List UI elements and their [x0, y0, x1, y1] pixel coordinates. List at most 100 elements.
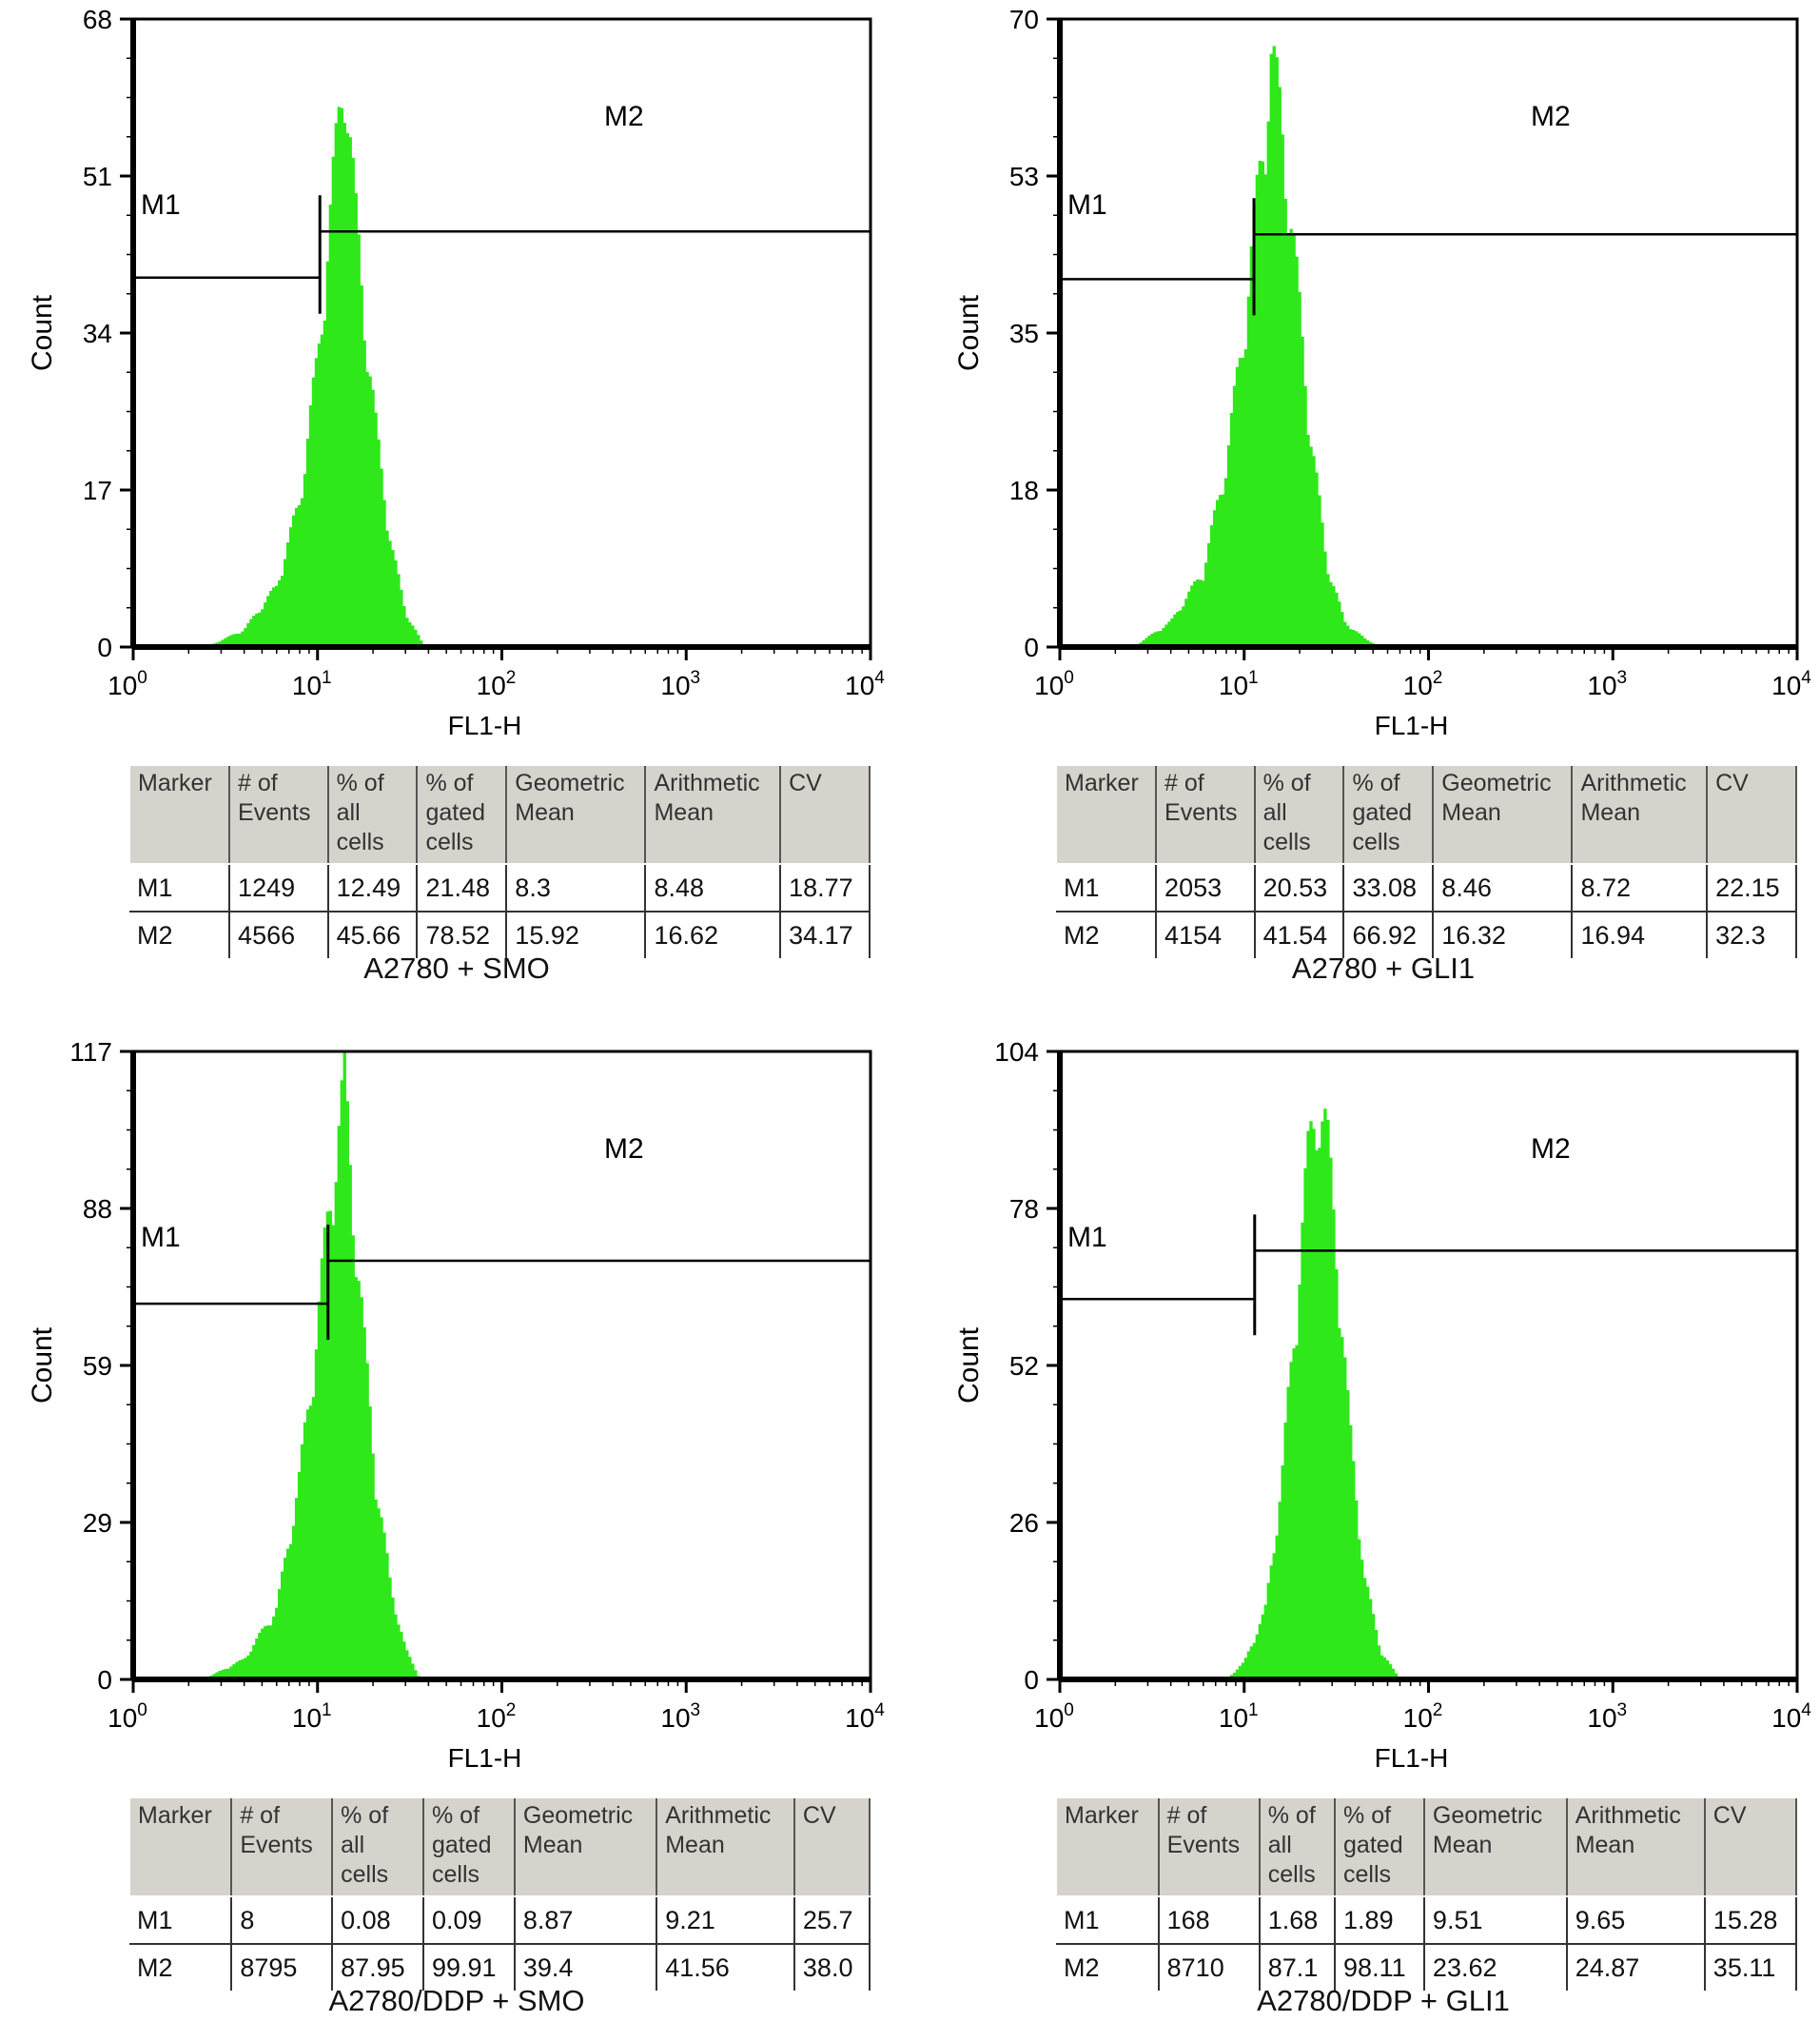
histogram-bin — [420, 640, 423, 647]
histogram-bin — [323, 1227, 327, 1679]
x-tick-base: 10 — [477, 1703, 506, 1733]
histogram-bin — [294, 1498, 299, 1679]
histogram-bin — [331, 156, 336, 647]
histogram-bin — [1357, 633, 1361, 647]
histogram-bin — [1269, 1565, 1273, 1679]
histogram-bin — [1306, 1130, 1310, 1679]
histogram-bin — [224, 638, 227, 647]
table-cell: M2 — [129, 1944, 233, 1992]
histogram-bin — [261, 609, 264, 647]
table-cell: 1.68 — [1259, 1896, 1337, 1945]
histogram-bin — [328, 205, 333, 647]
histogram-bin — [1187, 591, 1191, 647]
histogram-bin — [394, 1614, 398, 1679]
x-tick-label: 100 — [1034, 668, 1074, 700]
y-tick-label: 53 — [1009, 162, 1039, 191]
histogram-bin — [261, 1628, 264, 1679]
histogram-bin — [337, 1126, 341, 1679]
histogram-bin — [1346, 1389, 1350, 1679]
marker-stats-table: Marker # of Events% of all cells% of gate… — [1054, 766, 1797, 960]
marker-stats-table: Marker # of Events% of all cells% of gate… — [1055, 1798, 1798, 1992]
x-tick-base: 10 — [1034, 671, 1064, 700]
histogram-bin — [345, 1101, 349, 1679]
histogram-bin — [320, 334, 324, 647]
histogram-bin — [269, 590, 273, 647]
table-header-row: Marker # of Events% of all cells% of gate… — [127, 766, 871, 865]
histogram-bin — [272, 1616, 276, 1679]
histogram-bin — [1323, 1109, 1327, 1679]
table-cell: 16.32 — [1433, 912, 1574, 960]
histogram-bin — [342, 1051, 346, 1679]
y-axis-label: Count — [953, 1326, 985, 1403]
x-tick-base: 10 — [1403, 671, 1433, 700]
histogram-bin — [1278, 87, 1282, 648]
histogram-bin — [1246, 1651, 1251, 1679]
histogram-bin — [1295, 1344, 1299, 1679]
table-cell: 0.09 — [423, 1896, 516, 1945]
histogram-bin — [342, 123, 346, 648]
histogram-bin — [1292, 235, 1296, 647]
table-cell: 16.62 — [645, 912, 782, 960]
histogram-bin — [1352, 1461, 1356, 1679]
histogram-bin — [224, 1669, 227, 1679]
histogram-bin — [408, 622, 412, 647]
x-tick-label: 102 — [1403, 1700, 1443, 1733]
histogram-bin — [1283, 198, 1287, 647]
x-tick-label: 103 — [1587, 1700, 1627, 1733]
histogram-bin — [1215, 500, 1220, 647]
histogram-bin — [1235, 1669, 1240, 1679]
table-header-cell: % of gated cells — [422, 1798, 516, 1897]
table-cell: 15.92 — [506, 912, 647, 960]
table-cell: 87.95 — [332, 1944, 424, 1992]
table-cell: 99.91 — [423, 1944, 516, 1992]
histogram-bin — [1145, 638, 1148, 647]
histogram-bin — [351, 1235, 355, 1679]
histogram-bin — [351, 157, 355, 647]
panel-caption: A2780 + SMO — [363, 952, 550, 985]
histogram-bin — [1278, 1501, 1282, 1679]
histogram-bin — [377, 1508, 381, 1679]
histogram-bin — [1249, 1646, 1254, 1679]
histogram-bin — [1179, 610, 1183, 647]
y-tick-label: 0 — [1024, 633, 1039, 662]
x-tick-exponent: 3 — [1617, 1700, 1628, 1720]
histogram-bin — [244, 628, 247, 647]
histogram-bin — [382, 1532, 386, 1679]
histogram-bin — [264, 602, 267, 647]
histogram-panel-a2780ddp-gli1: 0 26 52 78 104 100 101 102 103 104 FL1-H Count M1 M2 … — [936, 1032, 1820, 2041]
x-tick-label: 104 — [1771, 668, 1811, 700]
histogram-bin — [388, 540, 392, 647]
table-header-cell: Marker — [127, 766, 231, 865]
histogram-bin — [249, 618, 253, 647]
histogram-bin — [1343, 1357, 1347, 1679]
histogram-bin — [221, 1669, 225, 1679]
table-header-cell: Arithmetic Mean — [1565, 1798, 1706, 1897]
histogram-bin — [258, 1633, 262, 1679]
histogram-bin — [1272, 46, 1276, 647]
table-header-cell: # of Events — [1155, 766, 1256, 865]
x-tick-exponent: 4 — [874, 1700, 885, 1720]
histogram-bin — [385, 530, 389, 647]
table-cell: 21.48 — [417, 864, 508, 913]
histogram-bin — [244, 1658, 247, 1679]
x-tick-exponent: 1 — [1248, 1700, 1259, 1720]
histogram-bin — [340, 1080, 343, 1679]
histogram-bin — [1382, 1657, 1387, 1679]
histogram-bin — [1142, 639, 1145, 647]
histogram-bin — [226, 1668, 230, 1679]
histogram-bin — [377, 439, 381, 647]
histogram-bin — [1281, 134, 1284, 647]
histogram-bin — [400, 1632, 403, 1679]
histogram-bin — [331, 1225, 336, 1679]
histogram-bin — [255, 613, 259, 647]
x-tick-exponent: 2 — [506, 1700, 517, 1720]
histogram-bin — [1212, 510, 1217, 647]
table-header-cell: CV — [793, 1798, 871, 1897]
x-tick-label: 102 — [1403, 668, 1443, 700]
histogram-bin — [1199, 579, 1203, 647]
histogram-bin — [414, 1670, 418, 1679]
table-header-cell: % of all cells — [326, 766, 419, 865]
x-tick-label: 103 — [1587, 668, 1627, 700]
histogram-bin — [1281, 1465, 1284, 1679]
